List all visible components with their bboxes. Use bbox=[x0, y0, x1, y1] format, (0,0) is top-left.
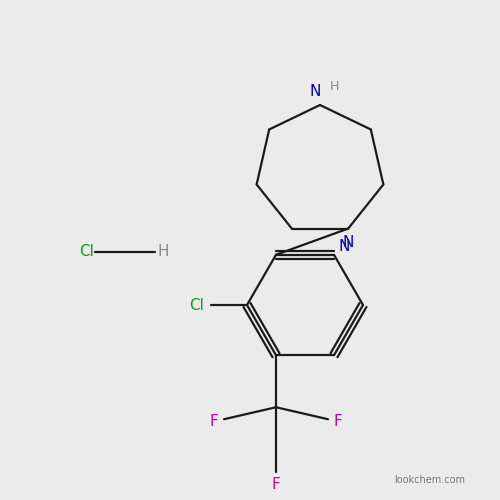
Text: lookchem.com: lookchem.com bbox=[394, 475, 466, 485]
Text: Cl: Cl bbox=[80, 244, 94, 260]
Text: H: H bbox=[157, 244, 169, 260]
Text: N: N bbox=[310, 84, 320, 98]
Text: H: H bbox=[330, 80, 338, 94]
Text: F: F bbox=[272, 476, 280, 492]
Text: N: N bbox=[342, 235, 354, 250]
Text: Cl: Cl bbox=[190, 298, 204, 312]
Text: F: F bbox=[210, 414, 218, 428]
Text: F: F bbox=[334, 414, 342, 428]
Text: N: N bbox=[338, 240, 349, 254]
